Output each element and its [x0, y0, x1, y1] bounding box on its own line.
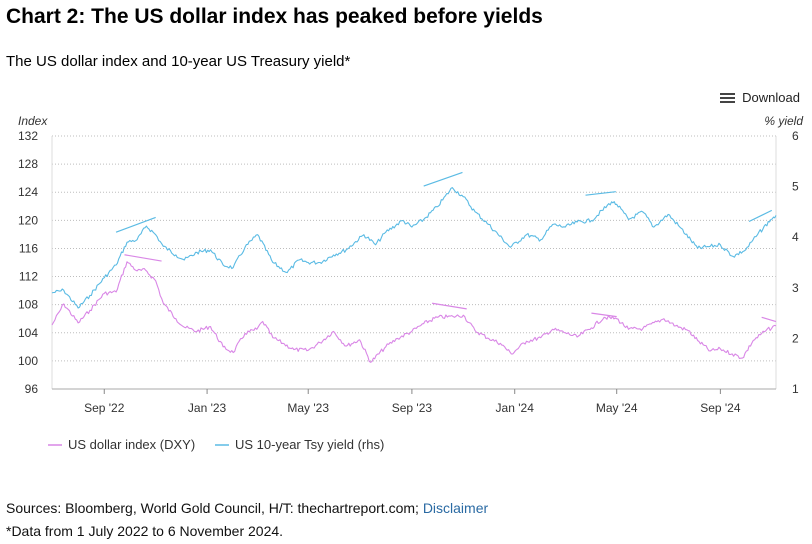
x-tick-label: May '24 — [596, 401, 638, 415]
right-tick-label: 2 — [792, 331, 799, 345]
series-layer — [51, 187, 777, 363]
axes: 96 100 104 108 112 116 120 124 128 132 1 2 3 4 5 6 Index… — [18, 114, 803, 415]
x-tick-label: May '23 — [287, 401, 329, 415]
x-tick-label: Sep '22 — [84, 401, 125, 415]
dxy-series-line — [51, 261, 777, 363]
disclaimer-link[interactable]: Disclaimer — [422, 500, 489, 516]
chart-title: Chart 2: The US dollar index has peaked … — [6, 5, 543, 28]
left-tick-label: 120 — [18, 213, 38, 227]
peak-trend-segment — [748, 209, 773, 223]
peak-trend-segment — [423, 171, 463, 187]
sources-text: Sources: Bloomberg, World Gold Council, … — [6, 500, 419, 516]
peak-trend-segment — [761, 316, 777, 323]
x-tick-label: Jan '23 — [188, 401, 227, 415]
x-tick-label: Sep '24 — [700, 401, 741, 415]
legend: US dollar index (DXY) US 10-year Tsy yiel… — [48, 437, 384, 452]
line-chart: 96 100 104 108 112 116 120 124 128 132 1 2 3 4 5 6 Index… — [18, 114, 803, 452]
right-axis-label: % yield — [764, 114, 803, 128]
left-tick-label: 104 — [18, 326, 38, 340]
left-axis-label: Index — [18, 114, 48, 128]
download-label: Download — [742, 90, 800, 105]
sources-line: Sources: Bloomberg, World Gold Council, … — [6, 500, 488, 516]
left-tick-label: 112 — [19, 270, 38, 284]
download-button[interactable]: Download — [720, 90, 800, 105]
right-tick-label: 3 — [792, 281, 799, 295]
peak-trend-segment — [124, 254, 162, 262]
right-tick-label: 5 — [792, 180, 799, 194]
annotation-layer — [115, 171, 777, 323]
left-tick-label: 96 — [25, 382, 39, 396]
right-tick-label: 1 — [792, 382, 799, 396]
left-tick-label: 124 — [18, 185, 38, 199]
x-tick-label: Sep '23 — [392, 401, 433, 415]
chart-subtitle: The US dollar index and 10-year US Treas… — [6, 53, 351, 70]
menu-icon — [720, 92, 736, 104]
left-tick-label: 108 — [18, 298, 38, 312]
left-tick-label: 128 — [18, 157, 38, 171]
data-note: *Data from 1 July 2022 to 6 November 202… — [6, 523, 284, 539]
right-tick-label: 4 — [792, 230, 799, 244]
peak-trend-segment — [115, 216, 156, 233]
x-tick-label: Jan '24 — [496, 401, 535, 415]
peak-trend-segment — [432, 302, 467, 310]
legend-label: US 10-year Tsy yield (rhs) — [235, 437, 384, 452]
peak-trend-segment — [585, 191, 616, 196]
right-tick-label: 6 — [792, 129, 799, 143]
gridlines — [51, 135, 777, 390]
left-tick-label: 132 — [18, 129, 38, 143]
peak-trend-segment — [591, 312, 617, 318]
left-tick-label: 100 — [18, 354, 38, 368]
legend-label: US dollar index (DXY) — [68, 437, 195, 452]
left-tick-label: 116 — [19, 241, 38, 255]
yield-series-line — [51, 187, 777, 309]
